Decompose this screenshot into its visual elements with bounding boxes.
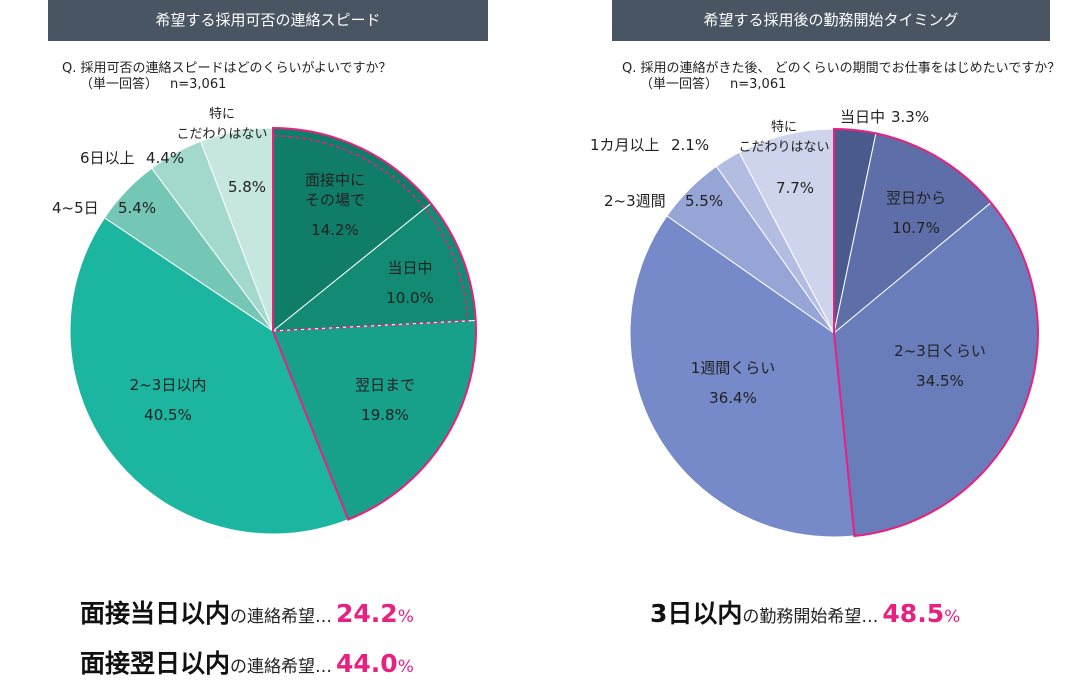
chart2-slice-5-label: 2~3週間	[604, 192, 666, 210]
chart2-slice-3-label: 2~3日くらい	[894, 342, 986, 360]
chart2-slice-2-value: 10.7%	[892, 219, 940, 237]
left-question-n: n=3,061	[170, 77, 227, 92]
chart2-highlight-outline	[833, 127, 1039, 538]
left-question-meta: （単一回答） n=3,061	[62, 77, 391, 93]
right-question-n: n=3,061	[730, 77, 787, 92]
summary-2-value: 44.0	[336, 649, 398, 678]
chart2-slice-7-label: 特に	[771, 120, 797, 135]
chart2-slice-7-label: こだわりはない	[738, 140, 829, 155]
chart1-slice-6-value: 4.4%	[146, 149, 184, 167]
chart2-slice-7	[738, 128, 835, 334]
left-question-text: Q. 採用可否の連絡スピードはどのくらいがよいですか？	[62, 61, 392, 76]
right-question-meta: （単一回答） n=3,061	[622, 77, 1060, 93]
left-chart-title-banner: 希望する採用可否の連絡スピード	[48, 0, 488, 41]
right-question: Q. 採用の連絡がきた後、 どのくらいの期間でお仕事をはじめたいですか？ （単一…	[622, 61, 1060, 93]
summary-3-text: の勤務開始希望…	[742, 607, 879, 627]
summary-line-3: 3日以内の勤務開始希望… 48.5%	[650, 594, 960, 630]
chart1-slice-1-value: 14.2%	[311, 221, 359, 239]
chart1-slice-1-label: その場で	[305, 191, 365, 209]
chart2-slice-1-value: 3.3%	[891, 108, 929, 126]
summary-3-unit: %	[944, 607, 961, 627]
summary-3-bold: 3日以内	[650, 599, 743, 628]
chart1-slice-4-value: 40.5%	[144, 406, 192, 424]
summary-2-unit: %	[397, 657, 414, 677]
chart1-slice-3-value: 19.8%	[361, 406, 409, 424]
chart2-slice-4	[629, 215, 855, 538]
left-question: Q. 採用可否の連絡スピードはどのくらいがよいですか？ （単一回答） n=3,06…	[62, 61, 391, 93]
chart2-slice-6-label: 1カ月以上	[590, 136, 660, 154]
chart2-slice-4-value: 36.4%	[709, 389, 757, 407]
chart2-slice-2-label: 翌日から	[886, 189, 946, 207]
chart1-slice-6-label: 6日以上	[80, 149, 135, 167]
chart2-slice-3-value: 34.5%	[916, 372, 964, 390]
right-question-text: Q. 採用の連絡がきた後、 どのくらいの期間でお仕事をはじめたいですか？	[622, 61, 1061, 76]
summary-1-value: 24.2	[336, 599, 398, 628]
chart2-slice-6-value: 2.1%	[671, 136, 709, 154]
chart1-slice-1-label: 面接中に	[305, 171, 365, 189]
summary-2-text: の連絡希望…	[230, 657, 333, 677]
summary-2-bold: 面接翌日以内	[80, 649, 231, 678]
summary-3-value: 48.5	[882, 599, 945, 628]
chart1-slice-4	[69, 217, 349, 535]
chart1-slice-2-label: 当日中	[387, 259, 432, 277]
chart1-slice-4-label: 2~3日以内	[130, 376, 207, 394]
chart1-highlight-outline	[272, 126, 477, 521]
chart1-slice-3-label: 翌日まで	[355, 376, 415, 394]
chart2-slice-4-label: 1週間くらい	[691, 359, 776, 377]
chart2-slice-7-value: 7.7%	[776, 179, 814, 197]
summary-1-bold: 面接当日以内	[80, 599, 231, 628]
summary-line-2: 面接翌日以内の連絡希望… 44.0%	[80, 644, 414, 680]
chart1-slice-7-label: こだわりはない	[176, 127, 267, 142]
chart1-slice-7-value: 5.8%	[228, 178, 266, 196]
summary-1-text: の連絡希望…	[230, 607, 333, 627]
chart1-slice-5-label: 4~5日	[52, 199, 99, 217]
chart1-slice-7-label: 特に	[209, 107, 235, 122]
chart1-same-day-dashed-outline	[272, 135, 469, 332]
chart1-slice-5-value: 5.4%	[118, 199, 156, 217]
right-chart-title-banner: 希望する採用後の勤務開始タイミング	[612, 0, 1050, 41]
chart1-slice-2-value: 10.0%	[386, 289, 434, 307]
chart2-slice-1-label: 当日中	[840, 108, 885, 126]
summary-line-1: 面接当日以内の連絡希望… 24.2%	[80, 594, 414, 630]
chart2-slice-5-value: 5.5%	[685, 192, 723, 210]
right-question-sub: （単一回答）	[640, 77, 719, 92]
summary-1-unit: %	[397, 607, 414, 627]
left-question-sub: （単一回答）	[80, 77, 159, 92]
